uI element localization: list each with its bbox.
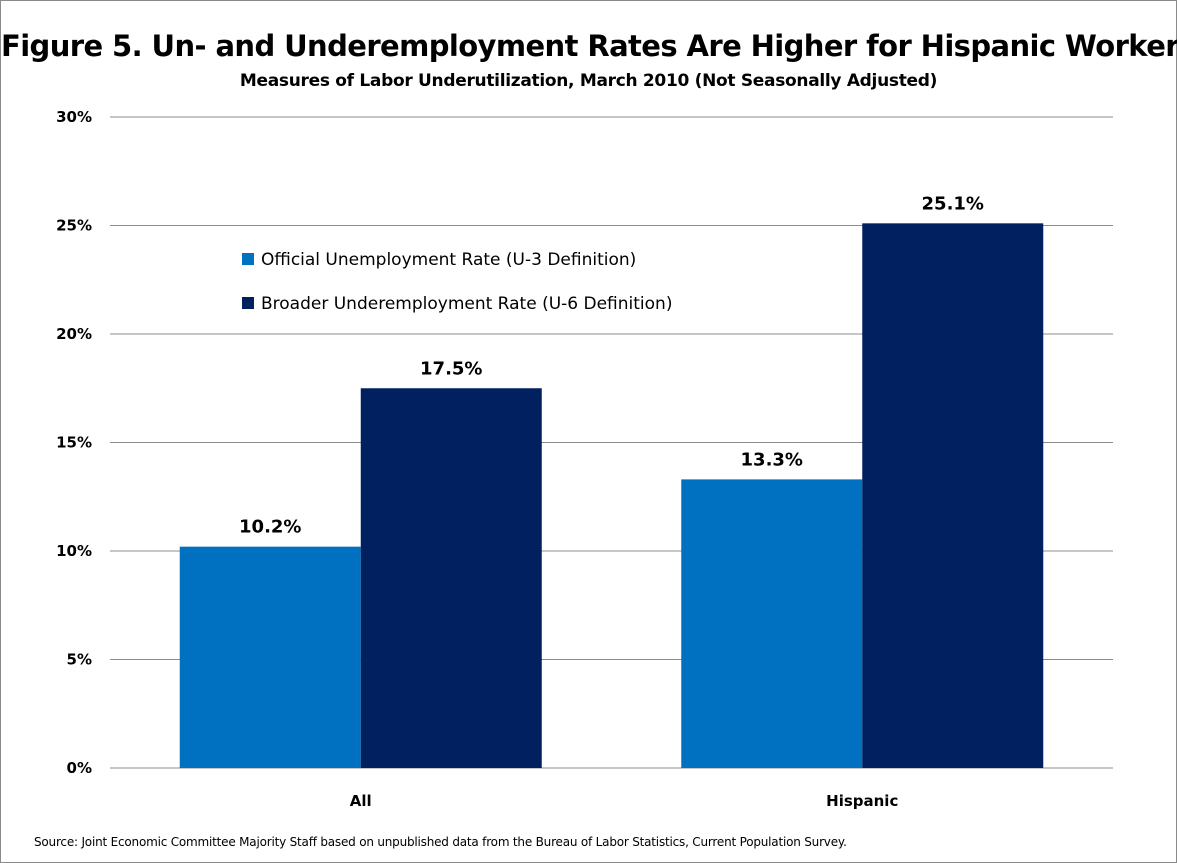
category-label: Hispanic [826,792,898,810]
bar [862,223,1044,768]
bar [360,388,542,768]
data-label: 13.3% [741,449,803,470]
y-tick-label: 15% [56,434,92,452]
y-tick-label: 25% [56,217,92,235]
legend-label: Official Unemployment Rate (U-3 Definiti… [261,250,636,270]
y-tick-label: 10% [56,542,92,560]
data-label: 25.1% [922,193,984,214]
legend-swatch [242,253,254,265]
bar [681,479,863,768]
y-tick-label: 0% [67,759,92,777]
category-label: All [350,792,372,810]
bar [179,546,361,768]
chart-title: Figure 5. Un- and Underemployment Rates … [1,29,1177,63]
data-label: 10.2% [239,517,301,538]
source-note: Source: Joint Economic Committee Majorit… [34,835,847,849]
y-tick-label: 20% [56,325,92,343]
chart-subtitle: Measures of Labor Underutilization, Marc… [239,71,938,91]
data-label: 17.5% [420,358,482,379]
y-tick-label: 30% [56,108,92,126]
y-tick-label: 5% [67,651,92,669]
legend-swatch [242,297,254,309]
legend-label: Broader Underemployment Rate (U-6 Defini… [261,294,672,314]
